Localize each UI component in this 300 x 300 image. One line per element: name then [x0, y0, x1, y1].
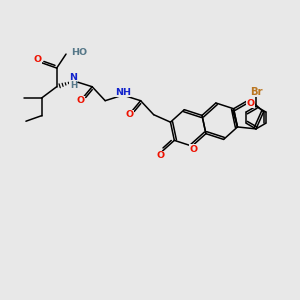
Text: O: O	[34, 55, 42, 64]
Text: H: H	[70, 80, 77, 89]
Text: O: O	[77, 96, 85, 105]
Text: O: O	[125, 110, 134, 119]
Text: N: N	[69, 73, 77, 82]
Text: HO: HO	[71, 48, 87, 57]
Text: O: O	[190, 145, 198, 154]
Text: Br: Br	[250, 87, 262, 97]
Text: NH: NH	[115, 88, 131, 97]
Text: O: O	[157, 152, 165, 160]
Text: O: O	[247, 99, 255, 108]
